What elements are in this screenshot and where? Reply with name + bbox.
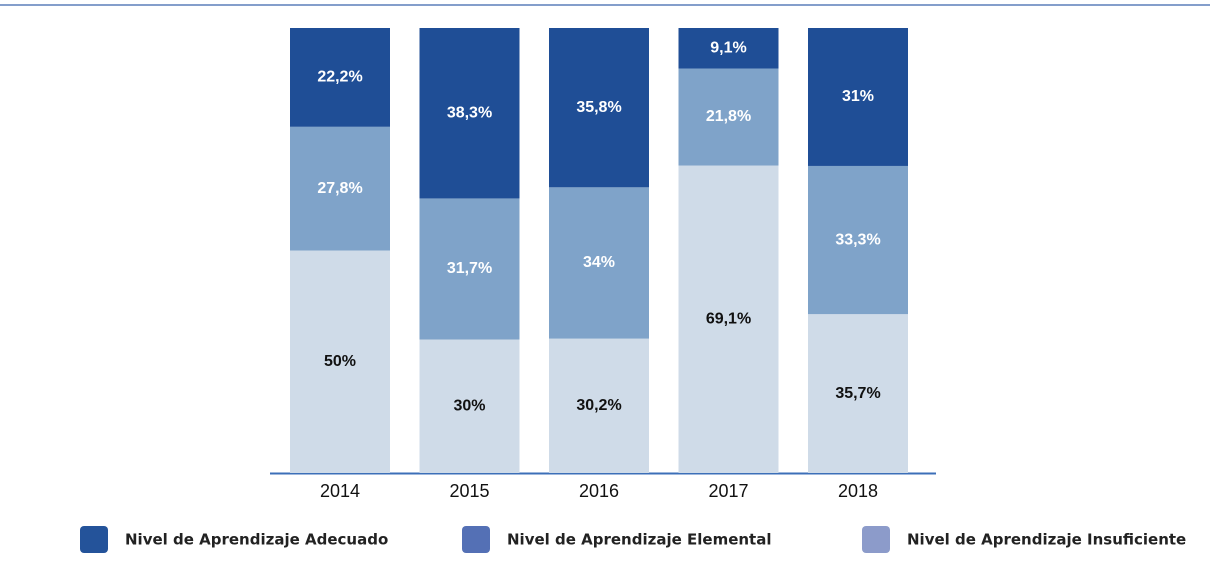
bar-segment [419,28,520,199]
bar-segment [678,165,779,473]
x-tick-label: 2014 [320,481,360,501]
value-label: 22,2% [317,69,362,86]
legend-swatch [462,526,490,553]
value-label: 31% [842,88,874,105]
x-tick-label: 2018 [838,481,878,501]
value-label: 9,1% [710,39,746,56]
value-label: 35,8% [576,99,621,116]
legend-label: Nivel de Aprendizaje Insuficiente [907,531,1186,549]
legend-swatch [862,526,890,553]
legend-label: Nivel de Aprendizaje Adecuado [125,531,388,549]
value-label: 30,2% [576,397,621,414]
value-label: 38,3% [447,104,492,121]
bar-segment [290,126,390,251]
bar-segment [549,338,649,473]
bar-segment [419,339,520,473]
value-label: 69,1% [706,310,751,327]
bar-segment [808,28,908,166]
value-label: 21,8% [706,108,751,125]
value-label: 27,8% [317,180,362,197]
bar-segment [678,68,779,166]
value-label: 34% [583,254,615,271]
legend-swatch [80,526,108,553]
bar-segment [549,28,649,188]
value-label: 31,7% [447,260,492,277]
bar-segment [290,28,390,127]
bar-segment [419,198,520,340]
bar-segment [808,314,908,473]
bar-segment [290,250,390,473]
bar-segment [808,165,908,315]
value-label: 50% [324,353,356,370]
value-label: 33,3% [835,231,880,248]
x-tick-label: 2016 [579,481,619,501]
value-label: 35,7% [835,385,880,402]
value-label: 30% [453,397,485,414]
bar-segment [549,187,649,339]
x-tick-label: 2017 [708,481,748,501]
legend-label: Nivel de Aprendizaje Elemental [507,531,772,549]
x-tick-label: 2015 [449,481,489,501]
bar-segment [678,28,779,69]
